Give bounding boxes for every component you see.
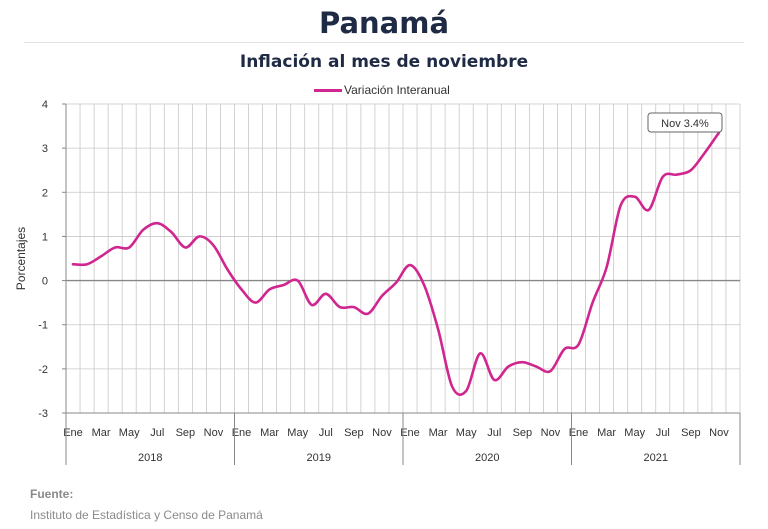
x-tick-label: May: [624, 427, 645, 439]
x-tick-label: Ene: [63, 427, 83, 439]
y-tick-label: 0: [42, 276, 48, 288]
x-tick-label: Nov: [541, 427, 561, 439]
x-tick-label: Ene: [232, 427, 252, 439]
x-tick-label: Sep: [176, 427, 196, 439]
x-tick-label: Nov: [372, 427, 392, 439]
x-tick-label: Sep: [344, 427, 364, 439]
source-label: Fuente:: [30, 487, 74, 501]
x-tick-label: Jul: [150, 427, 164, 439]
chart-title: Panamá: [318, 6, 450, 40]
x-tick-label: Ene: [400, 427, 420, 439]
x-tick-label: May: [456, 427, 477, 439]
annotation-box: [647, 112, 723, 133]
year-label: 2019: [307, 452, 331, 464]
x-tick-label: May: [287, 427, 308, 439]
x-tick-label: Jul: [487, 427, 501, 439]
y-tick-label: 1: [42, 231, 48, 243]
y-tick-label: 2: [42, 187, 48, 199]
legend-label: Variación Interanual: [344, 83, 450, 97]
y-axis-label: Porcentajes: [14, 227, 28, 290]
legend-swatch: [314, 88, 342, 92]
chart-subtitle: Inflación al mes de noviembre: [239, 52, 529, 72]
annotation-label: Nov 3.4%: [661, 118, 709, 130]
x-tick-label: Jul: [656, 427, 670, 439]
x-tick-label: Nov: [204, 427, 224, 439]
x-tick-label: May: [119, 427, 140, 439]
x-tick-label: Mar: [260, 427, 279, 439]
title-divider: [24, 42, 744, 43]
x-tick-label: Sep: [513, 427, 533, 439]
y-tick-label: -3: [38, 408, 48, 420]
x-tick-label: Mar: [597, 427, 616, 439]
year-label: 2018: [138, 452, 162, 464]
year-label: 2020: [475, 452, 499, 464]
series-line: [71, 131, 721, 396]
x-tick-label: Mar: [92, 427, 111, 439]
x-tick-label: Nov: [709, 427, 729, 439]
y-tick-label: -2: [38, 364, 48, 376]
legend: Variación Interanual: [314, 82, 450, 98]
x-tick-label: Ene: [569, 427, 589, 439]
year-label: 2021: [644, 452, 668, 464]
source-text: Instituto de Estadística y Censo de Pana…: [30, 508, 263, 522]
y-tick-label: 3: [42, 143, 48, 155]
x-tick-label: Mar: [429, 427, 448, 439]
y-tick-label: 4: [42, 99, 48, 111]
y-tick-label: -1: [38, 320, 48, 332]
x-tick-label: Sep: [681, 427, 701, 439]
x-tick-label: Jul: [319, 427, 333, 439]
